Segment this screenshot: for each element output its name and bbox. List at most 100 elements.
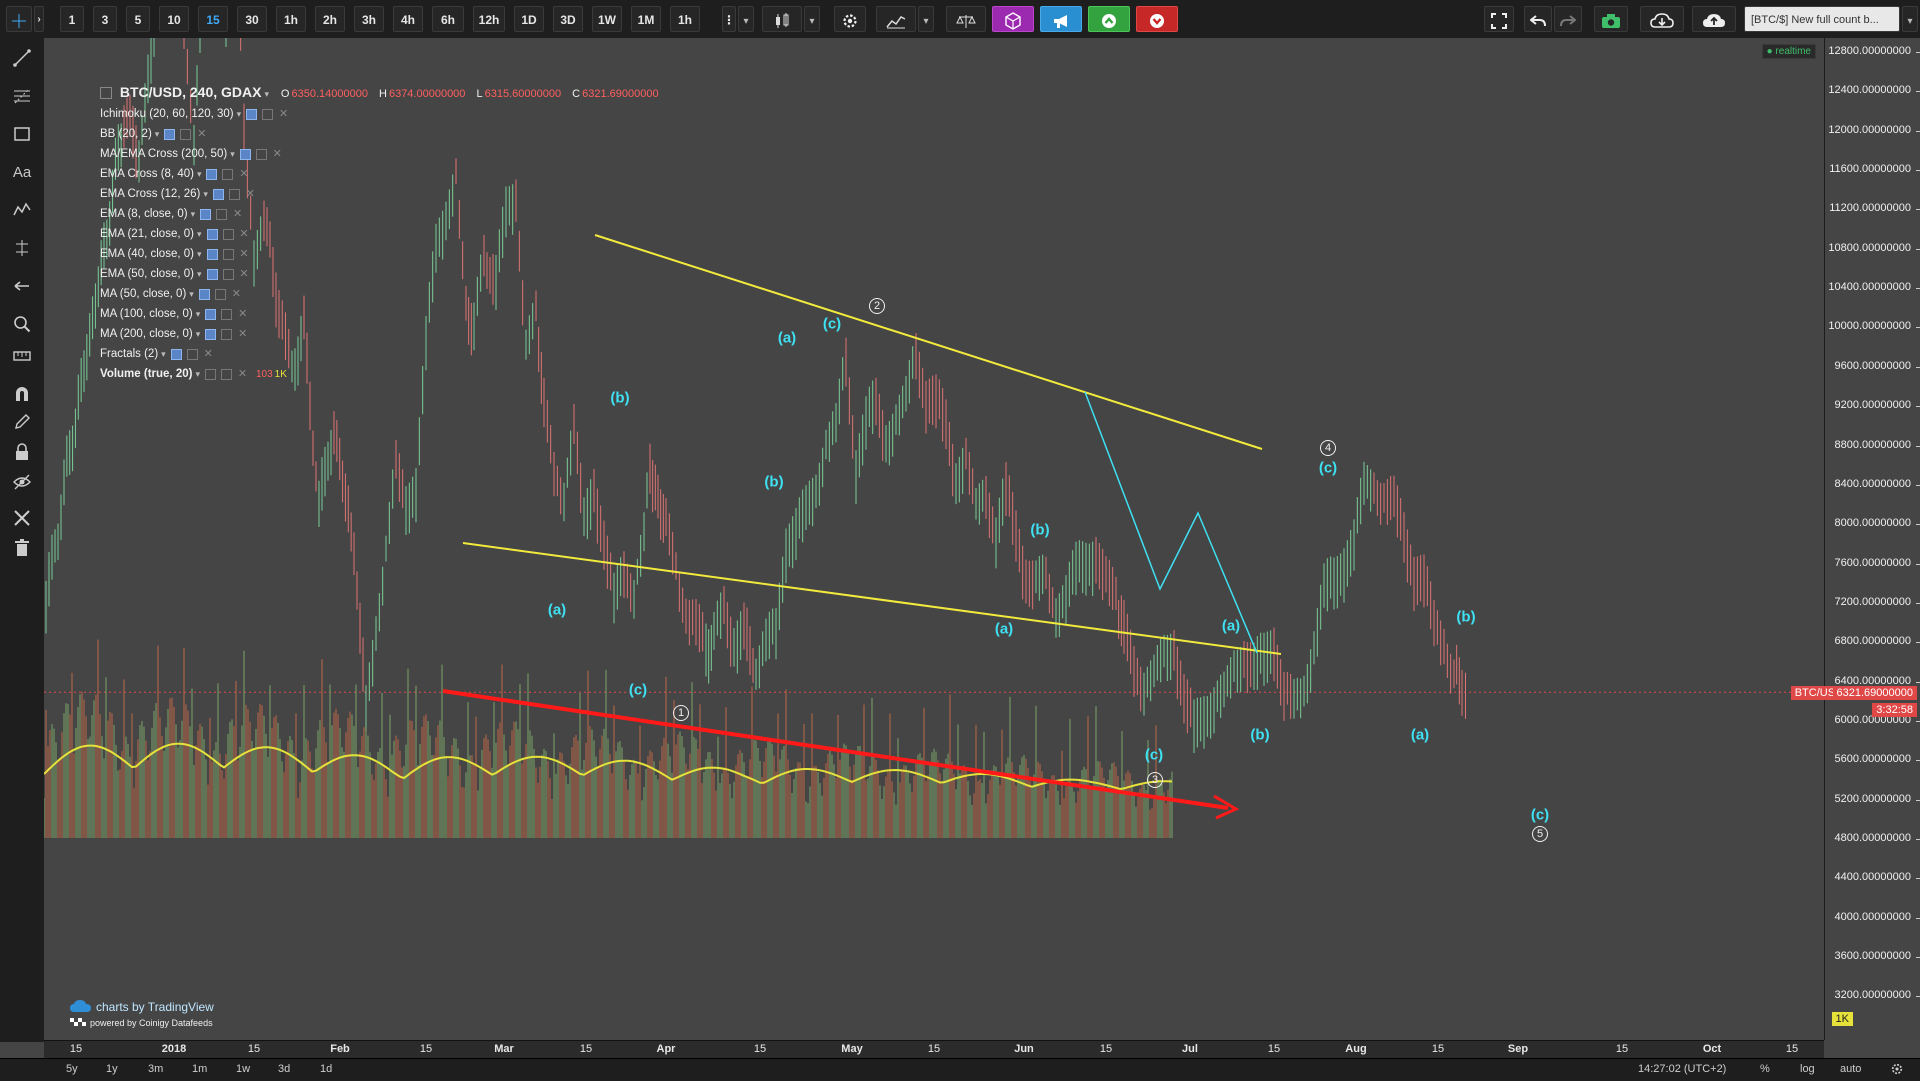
indicator-visibility-eye-icon[interactable] — [200, 208, 212, 220]
chart-settings-gear-icon[interactable] — [1890, 1062, 1904, 1079]
indicator-menu-chevron-icon[interactable]: ▾ — [190, 208, 196, 219]
indicator-name[interactable]: MA/EMA Cross (200, 50) — [100, 148, 228, 160]
indicator-settings-icon[interactable] — [262, 108, 274, 120]
cloud-load-icon[interactable] — [1640, 6, 1684, 32]
indicator-settings-icon[interactable] — [186, 348, 198, 360]
elliott-wave-label[interactable]: (b) — [1456, 608, 1476, 626]
interval-dropdown-button[interactable] — [738, 6, 754, 32]
indicator-menu-chevron-icon[interactable]: ▾ — [236, 108, 242, 119]
indicator-row[interactable]: BB (20, 2) ▾ ✕ — [100, 124, 667, 144]
indicators-icon[interactable] — [876, 6, 916, 32]
buy-arrow-up-icon[interactable] — [1088, 6, 1130, 32]
indicator-visibility-eye-icon[interactable] — [204, 368, 216, 380]
indicator-remove-close-icon[interactable]: ✕ — [245, 187, 255, 200]
elliott-wave-label[interactable]: (b) — [1030, 521, 1050, 539]
indicator-name[interactable]: Volume (true, 20) — [100, 368, 193, 380]
elliott-wave-label[interactable]: (c) — [822, 315, 842, 333]
indicator-visibility-eye-icon[interactable] — [246, 108, 258, 120]
indicator-menu-chevron-icon[interactable]: ▾ — [196, 268, 202, 279]
interval-button[interactable]: 15 — [198, 6, 228, 32]
indicator-name[interactable]: Ichimoku (20, 60, 120, 30) — [100, 108, 234, 120]
elliott-wave-label[interactable]: (a) — [1221, 617, 1241, 635]
interval-button[interactable]: 30 — [237, 6, 267, 32]
range-button[interactable]: 3d — [278, 1063, 291, 1075]
fib-retracement-icon[interactable] — [8, 82, 36, 110]
indicator-visibility-eye-icon[interactable] — [212, 188, 224, 200]
indicator-menu-chevron-icon[interactable]: ▾ — [230, 148, 235, 159]
interval-button[interactable]: 1h — [670, 6, 700, 32]
text-tool-icon[interactable]: Aa — [12, 163, 32, 181]
indicator-row[interactable]: EMA Cross (8, 40) ▾ ✕ — [100, 164, 667, 184]
interval-button[interactable]: 10 — [159, 6, 189, 32]
indicator-name[interactable]: MA (200, close, 0) — [100, 328, 193, 340]
indicator-row[interactable]: MA (200, close, 0) ▾ ✕ — [100, 324, 667, 344]
compare-scale-icon[interactable] — [946, 6, 986, 32]
interval-button[interactable]: 1M — [631, 6, 661, 32]
indicator-name[interactable]: MA (100, close, 0) — [100, 308, 193, 320]
crosshair-tool-button[interactable] — [6, 6, 32, 32]
range-button[interactable]: 1m — [192, 1063, 208, 1075]
indicator-remove-close-icon[interactable]: ✕ — [239, 167, 249, 180]
chart-style-dropdown[interactable] — [804, 6, 820, 32]
indicator-name[interactable]: Fractals (2) — [100, 348, 159, 360]
elliott-wave-label[interactable]: (c) — [1144, 746, 1164, 764]
pencil-draw-icon[interactable] — [8, 408, 36, 436]
indicator-visibility-eye-icon[interactable] — [239, 148, 251, 160]
indicator-row[interactable]: EMA (21, close, 0) ▾ ✕ — [100, 224, 667, 244]
redo-icon[interactable] — [1554, 6, 1582, 32]
indicator-remove-close-icon[interactable]: ✕ — [232, 207, 243, 220]
arrow-left-icon[interactable] — [8, 272, 36, 300]
settings-gear-icon[interactable] — [834, 6, 866, 32]
log-scale-toggle[interactable]: log — [1800, 1063, 1815, 1075]
indicator-menu-chevron-icon[interactable]: ▾ — [196, 228, 202, 239]
indicator-remove-close-icon[interactable]: ✕ — [238, 307, 248, 320]
indicator-menu-chevron-icon[interactable]: ▾ — [196, 248, 202, 259]
price-axis[interactable]: 12800.00000000 12400.00000000 12000.000000… — [1790, 38, 1920, 1040]
interval-button[interactable]: 3h — [354, 6, 384, 32]
range-button[interactable]: 1d — [320, 1063, 333, 1075]
elliott-wave-label[interactable]: (a) — [547, 601, 567, 619]
indicator-menu-chevron-icon[interactable]: ▾ — [195, 328, 201, 339]
more-intervals-icon[interactable]: ⋮ — [722, 6, 736, 32]
indicator-row[interactable]: MA/EMA Cross (200, 50) ▾ ✕ — [100, 144, 667, 164]
wave-count-circle[interactable]: 1 — [673, 705, 689, 721]
indicator-settings-icon[interactable] — [228, 188, 240, 200]
indicator-row[interactable]: Fractals (2) ▾ ✕ — [100, 344, 667, 364]
interval-button[interactable]: 3D — [553, 6, 583, 32]
interval-button[interactable]: 6h — [432, 6, 464, 32]
indicator-row[interactable]: MA (50, close, 0) ▾ ✕ — [100, 284, 667, 304]
indicator-remove-close-icon[interactable]: ✕ — [237, 367, 248, 380]
indicator-name[interactable]: EMA (50, close, 0) — [100, 268, 194, 280]
magnet-icon[interactable] — [8, 380, 36, 408]
sell-arrow-down-icon[interactable] — [1136, 6, 1178, 32]
indicator-remove-close-icon[interactable]: ✕ — [239, 247, 249, 260]
indicator-row[interactable]: EMA (50, close, 0) ▾ ✕ — [100, 264, 667, 284]
range-button[interactable]: 1w — [236, 1063, 251, 1075]
undo-icon[interactable] — [1524, 6, 1552, 32]
indicator-name[interactable]: EMA Cross (8, 40) — [100, 168, 194, 180]
elliott-wave-label[interactable]: (a) — [994, 620, 1014, 638]
indicator-remove-close-icon[interactable]: ✕ — [197, 127, 207, 140]
indicator-row[interactable]: EMA (40, close, 0) ▾ ✕ — [100, 244, 667, 264]
elliott-wave-label[interactable]: (c) — [1530, 806, 1550, 824]
interval-button[interactable]: 2h — [315, 6, 345, 32]
indicator-name[interactable]: EMA (21, close, 0) — [100, 228, 194, 240]
rectangle-shape-icon[interactable] — [8, 120, 36, 148]
interval-button[interactable]: 5 — [126, 6, 150, 32]
indicators-dropdown[interactable] — [918, 6, 934, 32]
range-button[interactable]: 1y — [106, 1063, 118, 1075]
trend-line-icon[interactable] — [8, 44, 36, 72]
indicator-menu-chevron-icon[interactable]: ▾ — [189, 288, 194, 299]
elliott-wave-label[interactable]: (b) — [764, 473, 784, 491]
elliott-wave-label[interactable]: (a) — [1410, 726, 1430, 744]
indicator-remove-close-icon[interactable]: ✕ — [239, 227, 249, 240]
indicator-row[interactable]: Ichimoku (20, 60, 120, 30) ▾ ✕ — [100, 104, 667, 124]
indicator-remove-close-icon[interactable]: ✕ — [231, 287, 241, 300]
indicator-settings-icon[interactable] — [214, 288, 226, 300]
hide-drawings-eye-icon[interactable] — [8, 468, 36, 496]
indicator-menu-chevron-icon[interactable]: ▾ — [195, 368, 200, 379]
cloud-save-icon[interactable] — [1692, 6, 1736, 32]
elliott-wave-label[interactable]: (a) — [777, 329, 797, 347]
tradingview-watermark[interactable]: charts by TradingView — [70, 1000, 214, 1014]
indicator-name[interactable]: EMA (8, close, 0) — [100, 208, 188, 220]
